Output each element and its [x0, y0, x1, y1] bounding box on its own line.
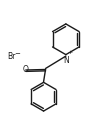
Text: Br: Br [8, 52, 16, 61]
Text: N: N [63, 56, 69, 65]
Text: O: O [23, 65, 29, 74]
Text: +: + [67, 50, 72, 55]
Text: −: − [14, 51, 20, 57]
